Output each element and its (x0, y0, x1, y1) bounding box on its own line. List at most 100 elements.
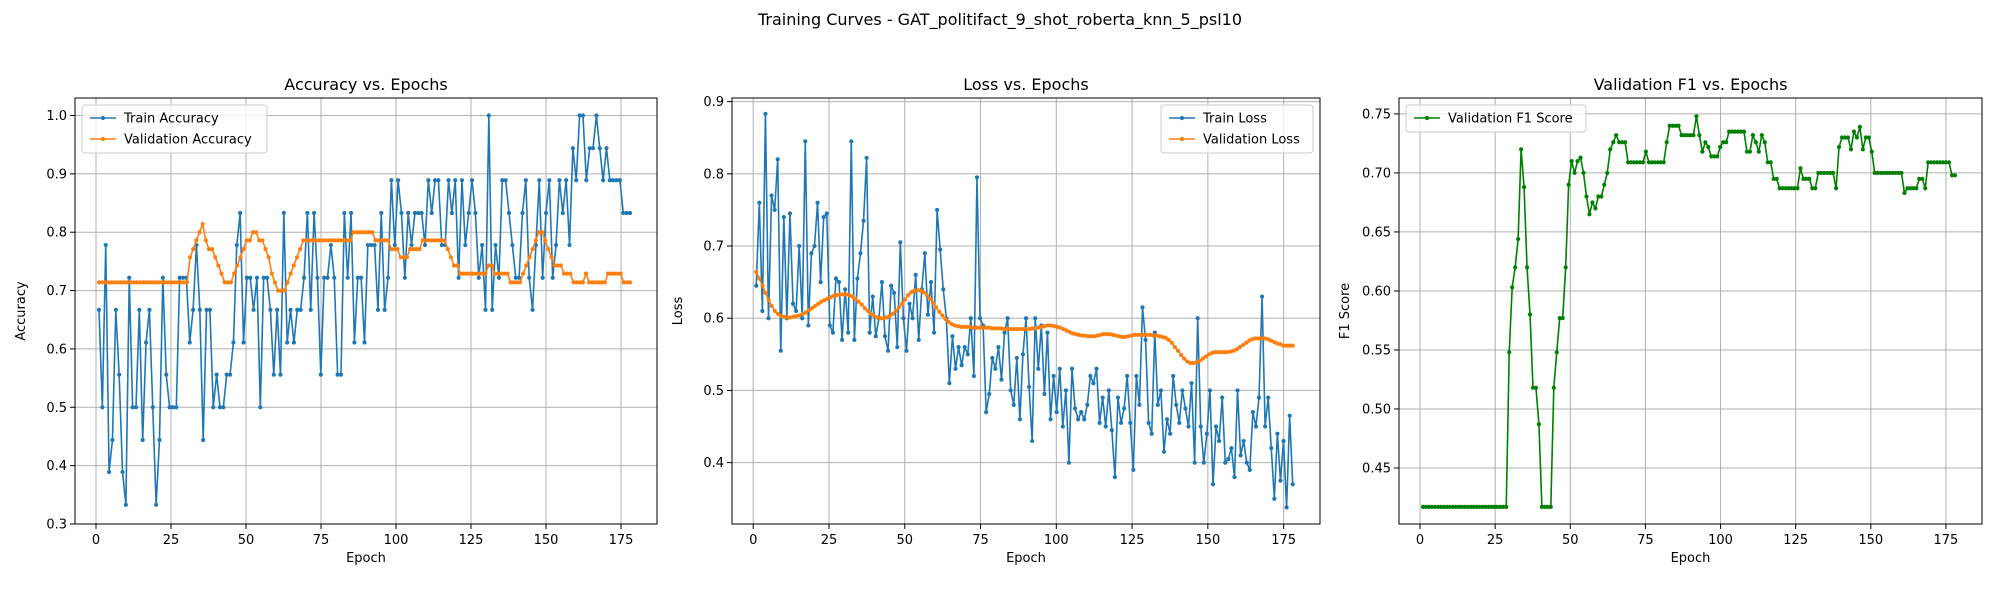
y-tick-label: 0.50 (1362, 402, 1391, 417)
data-point (896, 305, 901, 310)
data-point (224, 372, 229, 377)
data-point (1238, 453, 1243, 458)
data-point (1946, 160, 1952, 165)
data-point (227, 372, 233, 377)
data-point (1836, 144, 1842, 150)
data-point (489, 263, 494, 268)
data-point (244, 238, 249, 243)
data-point (553, 242, 559, 248)
data-point (1002, 330, 1007, 335)
data-point (806, 323, 811, 328)
data-point (862, 306, 867, 311)
data-point (477, 271, 482, 276)
data-point (463, 242, 468, 248)
data-point (1851, 129, 1857, 134)
data-point (1219, 350, 1224, 355)
data-point (1771, 176, 1776, 181)
data-point (406, 210, 411, 216)
data-point (560, 210, 565, 216)
data-point (968, 316, 973, 321)
data-point (1151, 333, 1156, 338)
data-point (922, 251, 927, 256)
data-point (855, 276, 860, 281)
data-point (103, 242, 108, 248)
data-point (1144, 332, 1150, 337)
data-point (1082, 417, 1087, 422)
data-point (214, 372, 219, 377)
data-point (958, 324, 964, 329)
data-point (1786, 186, 1791, 191)
data-point (313, 238, 318, 243)
data-point (1510, 285, 1515, 290)
y-tick-label: 0.75 (1362, 107, 1391, 122)
data-point (100, 280, 105, 285)
data-point (785, 315, 790, 320)
data-point (1237, 345, 1243, 350)
data-point (906, 293, 911, 298)
data-point (604, 146, 609, 151)
data-point (1137, 402, 1142, 407)
data-point (254, 230, 259, 235)
data-point (419, 210, 424, 216)
data-point (117, 372, 122, 377)
data-point (1088, 373, 1093, 379)
data-point (130, 405, 135, 410)
data-point (486, 113, 491, 118)
data-point (470, 271, 475, 276)
data-point (231, 340, 236, 345)
data-point (1952, 173, 1958, 178)
x-tick-label: 150 (534, 533, 559, 548)
data-point (537, 178, 542, 183)
data-point (621, 280, 626, 285)
data-point (803, 310, 808, 315)
x-tick-label: 125 (1120, 533, 1145, 548)
data-point (1501, 504, 1506, 509)
data-point (1259, 336, 1264, 341)
data-point (1920, 176, 1925, 181)
data-point (769, 303, 774, 309)
data-point (1213, 424, 1219, 429)
x-tick-label: 50 (1562, 533, 1579, 548)
data-point (332, 238, 337, 243)
data-point (618, 271, 623, 276)
y-axis-label: Accuracy (14, 281, 29, 341)
data-point (965, 324, 970, 329)
data-point (1578, 155, 1583, 160)
data-point (1253, 424, 1259, 429)
x-tick-label: 150 (1858, 533, 1883, 548)
data-point (1432, 504, 1438, 509)
data-point (901, 316, 906, 321)
data-point (965, 352, 970, 357)
data-point (992, 326, 998, 331)
data-point (1694, 114, 1699, 119)
data-point (843, 287, 848, 292)
data-point (989, 326, 995, 331)
data-point (1631, 160, 1637, 165)
data-point (1146, 420, 1151, 426)
data-point (570, 146, 575, 151)
data-point (473, 210, 478, 216)
data-point (549, 255, 554, 260)
data-point (1290, 482, 1295, 487)
data-point (990, 355, 995, 361)
data-point (153, 280, 158, 285)
data-point (1593, 206, 1598, 211)
data-point (1712, 154, 1717, 159)
subplot-3: 0 25 50 75 100 125 150 175 0.45 0.50 0.55 0.60 0.65 0… (1338, 75, 1983, 566)
data-point (1539, 504, 1544, 509)
data-point (456, 275, 461, 280)
data-point (222, 280, 227, 285)
data-point (244, 275, 249, 280)
data-point (543, 238, 548, 243)
data-point (221, 405, 226, 410)
data-point (1256, 395, 1262, 400)
data-point (760, 308, 765, 314)
data-point (459, 178, 465, 183)
data-point (1703, 140, 1708, 145)
data-point (429, 238, 435, 243)
data-point (895, 345, 900, 350)
data-point (291, 340, 297, 345)
data-point (1923, 186, 1928, 191)
data-point (971, 373, 977, 379)
legend-marker (1179, 136, 1185, 142)
